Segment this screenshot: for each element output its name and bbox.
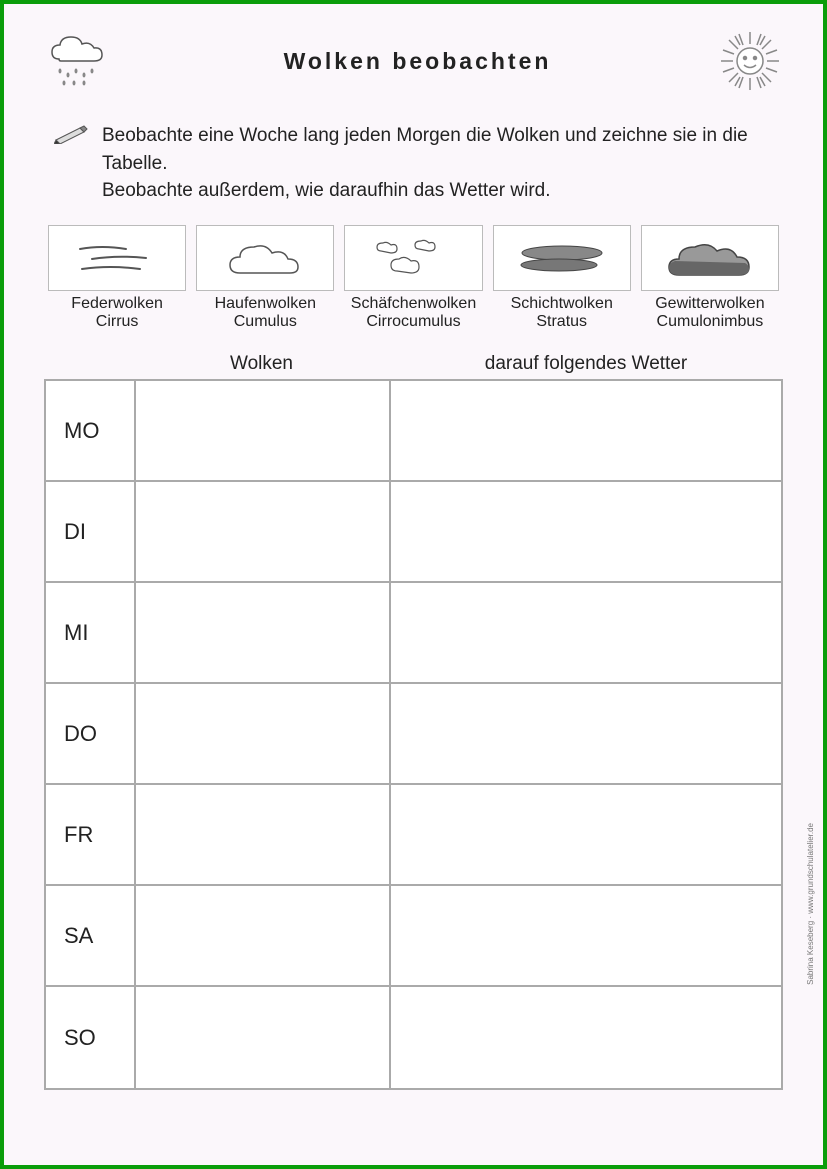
cloud-box xyxy=(493,225,631,291)
table-row: DI xyxy=(46,482,781,583)
day-cell: DI xyxy=(46,482,136,581)
cloud-type-cumulus: Haufenwolken Cumulus xyxy=(196,225,334,331)
cloud-label-lat: Cirrocumulus xyxy=(366,313,460,331)
cloud-types-row: Federwolken Cirrus Haufenwolken Cumulus xyxy=(44,225,783,331)
cloud-label-lat: Cumulus xyxy=(234,313,297,331)
table-header-weather: darauf folgendes Wetter xyxy=(389,353,783,375)
sun-icon xyxy=(717,28,783,94)
table-row: MO xyxy=(46,381,781,482)
observation-table: MO DI MI DO FR SA SO xyxy=(44,379,783,1090)
cloud-label-de: Federwolken xyxy=(71,295,163,313)
weather-cell xyxy=(391,987,781,1088)
clouds-cell xyxy=(136,684,391,783)
cloud-type-stratus: Schichtwolken Stratus xyxy=(493,225,631,331)
day-cell: SO xyxy=(46,987,136,1088)
table-row: FR xyxy=(46,785,781,886)
clouds-cell xyxy=(136,785,391,884)
worksheet-page: Wolken beobachten xyxy=(0,0,827,1169)
weather-cell xyxy=(391,886,781,985)
weather-cell xyxy=(391,482,781,581)
cloud-label-de: Gewitterwolken xyxy=(655,295,764,313)
instructions-text: Beobachte eine Woche lang jeden Morgen d… xyxy=(102,122,783,205)
day-cell: MI xyxy=(46,583,136,682)
cloud-box xyxy=(196,225,334,291)
cloud-label-de: Schäfchenwolken xyxy=(351,295,476,313)
day-cell: DO xyxy=(46,684,136,783)
table-row: DO xyxy=(46,684,781,785)
pencil-icon xyxy=(54,124,88,149)
instructions-line-1: Beobachte eine Woche lang jeden Morgen d… xyxy=(102,125,748,174)
cloud-label-de: Haufenwolken xyxy=(215,295,316,313)
cloud-label-de: Schichtwolken xyxy=(511,295,613,313)
table-row: SO xyxy=(46,987,781,1088)
weather-cell xyxy=(391,381,781,480)
day-cell: MO xyxy=(46,381,136,480)
instructions-line-2: Beobachte außerdem, wie daraufhin das We… xyxy=(102,180,551,201)
cloud-box xyxy=(48,225,186,291)
clouds-cell xyxy=(136,886,391,985)
clouds-cell xyxy=(136,482,391,581)
page-title: Wolken beobachten xyxy=(118,48,717,75)
table-row: SA xyxy=(46,886,781,987)
instructions-row: Beobachte eine Woche lang jeden Morgen d… xyxy=(44,122,783,205)
cloud-type-cirrus: Federwolken Cirrus xyxy=(48,225,186,331)
clouds-cell xyxy=(136,987,391,1088)
cloud-type-cumulonimbus: Gewitterwolken Cumulonimbus xyxy=(641,225,779,331)
weather-cell xyxy=(391,583,781,682)
credit-text: Sabrina Keseberg · www.grundschulatelier… xyxy=(806,823,815,985)
header: Wolken beobachten xyxy=(44,28,783,94)
clouds-cell xyxy=(136,381,391,480)
table-row: MI xyxy=(46,583,781,684)
cloud-label-lat: Cumulonimbus xyxy=(657,313,764,331)
clouds-cell xyxy=(136,583,391,682)
day-cell: SA xyxy=(46,886,136,985)
cloud-label-lat: Cirrus xyxy=(96,313,139,331)
day-cell: FR xyxy=(46,785,136,884)
cloud-box xyxy=(344,225,482,291)
weather-cell xyxy=(391,684,781,783)
table-header-clouds: Wolken xyxy=(134,353,389,375)
cloud-label-lat: Stratus xyxy=(536,313,587,331)
weather-cell xyxy=(391,785,781,884)
cloud-box xyxy=(641,225,779,291)
table-headers: Wolken darauf folgendes Wetter xyxy=(44,353,783,375)
rain-cloud-icon xyxy=(44,31,118,91)
cloud-type-cirrocumulus: Schäfchenwolken Cirrocumulus xyxy=(344,225,482,331)
